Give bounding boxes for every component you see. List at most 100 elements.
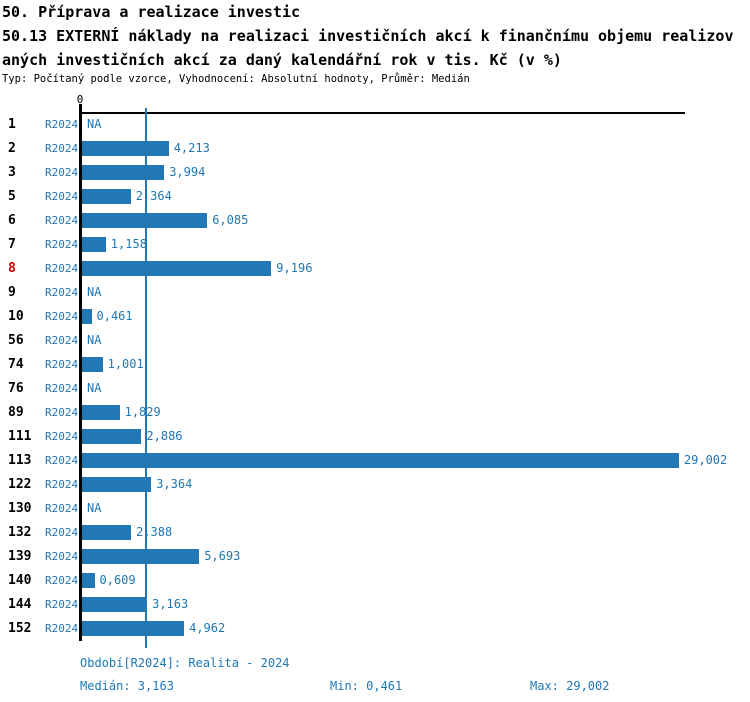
chart-row: 140 R2024 0,609: [0, 568, 750, 592]
value-bar: [82, 404, 120, 420]
value-bar: [82, 188, 131, 204]
value-bar: [82, 452, 679, 468]
chart-row: 6 R2024 6,085: [0, 208, 750, 232]
chart-row: 56 R2024 NA: [0, 328, 750, 352]
y-axis-line: [79, 104, 82, 641]
bar-area: 1,829: [82, 400, 161, 424]
value-bar: [82, 596, 148, 612]
chart-title-line1: 50.13 EXTERNÍ náklady na realizaci inves…: [2, 27, 734, 45]
series-label: R2024: [45, 285, 79, 299]
bar-area: NA: [82, 112, 101, 136]
value-label: 29,002: [683, 453, 728, 467]
bar-area: 3,994: [82, 160, 205, 184]
value-label: NA: [87, 501, 102, 515]
row-id-label: 132: [8, 524, 32, 540]
row-id-label: 3: [8, 164, 16, 180]
bar-area: 2,886: [82, 424, 183, 448]
value-bar: [82, 308, 92, 324]
bar-area: NA: [82, 328, 101, 352]
value-label: 2,886: [146, 429, 183, 443]
min-stat: Min: 0,461: [330, 679, 403, 693]
value-label: NA: [87, 117, 102, 131]
value-bar: [82, 260, 272, 276]
chart-row: 132 R2024 2,388: [0, 520, 750, 544]
row-id-label: 9: [8, 284, 16, 300]
x-axis-zero-tick-label: 0: [76, 93, 84, 106]
row-id-label: 140: [8, 572, 32, 588]
chart-row: 7 R2024 1,158: [0, 232, 750, 256]
series-label: R2024: [45, 309, 79, 323]
value-label: NA: [87, 285, 102, 299]
series-label: R2024: [45, 189, 79, 203]
bar-area: 0,609: [82, 568, 136, 592]
chart-row: 122 R2024 3,364: [0, 472, 750, 496]
median-stat: Medián: 3,163: [80, 679, 174, 693]
x-axis-line: [79, 112, 685, 114]
series-label: R2024: [45, 573, 79, 587]
row-id-label: 139: [8, 548, 32, 564]
row-id-label: 122: [8, 476, 32, 492]
chart-row: 139 R2024 5,693: [0, 544, 750, 568]
row-id-label: 152: [8, 620, 32, 636]
row-id-label: 5: [8, 188, 16, 204]
bar-area: 3,163: [82, 592, 188, 616]
series-label: R2024: [45, 261, 79, 275]
value-label: 0,609: [99, 573, 136, 587]
value-label: 6,085: [212, 213, 249, 227]
bar-area: 2,388: [82, 520, 172, 544]
chart-row: 152 R2024 4,962: [0, 616, 750, 640]
chart-rows: 1 R2024 NA 2 R2024 4,213 3 R2024 3,994 5…: [0, 112, 750, 640]
bar-area: 1,158: [82, 232, 147, 256]
series-label: R2024: [45, 597, 79, 611]
chart-row: 8 R2024 9,196: [0, 256, 750, 280]
row-id-label: 130: [8, 500, 32, 516]
value-bar: [82, 140, 169, 156]
row-id-label: 6: [8, 212, 16, 228]
chart-row: 9 R2024 NA: [0, 280, 750, 304]
value-bar: [82, 524, 132, 540]
bar-area: NA: [82, 376, 101, 400]
value-bar: [82, 548, 200, 564]
row-id-label: 76: [8, 380, 24, 396]
row-id-label: 113: [8, 452, 32, 468]
series-label: R2024: [45, 117, 79, 131]
bar-area: 0,461: [82, 304, 133, 328]
series-label: R2024: [45, 357, 79, 371]
chart-subtitle: Typ: Počítaný podle vzorce, Vyhodnocení:…: [2, 73, 470, 85]
value-label: 0,461: [96, 309, 133, 323]
bar-area: NA: [82, 496, 101, 520]
row-id-label: 56: [8, 332, 24, 348]
value-label: 2,364: [135, 189, 172, 203]
series-label: R2024: [45, 213, 79, 227]
median-reference-line: [145, 108, 147, 648]
chart-row: 144 R2024 3,163: [0, 592, 750, 616]
chart-row: 2 R2024 4,213: [0, 136, 750, 160]
series-label: R2024: [45, 525, 79, 539]
row-id-label: 74: [8, 356, 24, 372]
chart-row: 130 R2024 NA: [0, 496, 750, 520]
value-label: 2,388: [136, 525, 173, 539]
value-label: 3,994: [169, 165, 206, 179]
series-label: R2024: [45, 141, 79, 155]
bar-area: 9,196: [82, 256, 312, 280]
value-label: 1,001: [107, 357, 144, 371]
value-label: NA: [87, 333, 102, 347]
value-bar: [82, 620, 185, 636]
bar-area: 3,364: [82, 472, 192, 496]
row-id-label: 111: [8, 428, 32, 444]
row-id-label: 8: [8, 260, 16, 276]
page-title: 50. Příprava a realizace investic: [2, 3, 301, 21]
value-label: 4,962: [189, 621, 226, 635]
series-label: R2024: [45, 381, 79, 395]
bar-area: NA: [82, 280, 101, 304]
value-bar: [82, 572, 95, 588]
series-label: R2024: [45, 453, 79, 467]
value-bar: [82, 476, 152, 492]
value-label: 5,693: [204, 549, 241, 563]
bar-area: 4,962: [82, 616, 225, 640]
row-id-label: 144: [8, 596, 32, 612]
period-label: Období[R2024]: Realita - 2024: [80, 656, 290, 670]
value-label: 1,158: [110, 237, 147, 251]
row-id-label: 10: [8, 308, 24, 324]
row-id-label: 89: [8, 404, 24, 420]
